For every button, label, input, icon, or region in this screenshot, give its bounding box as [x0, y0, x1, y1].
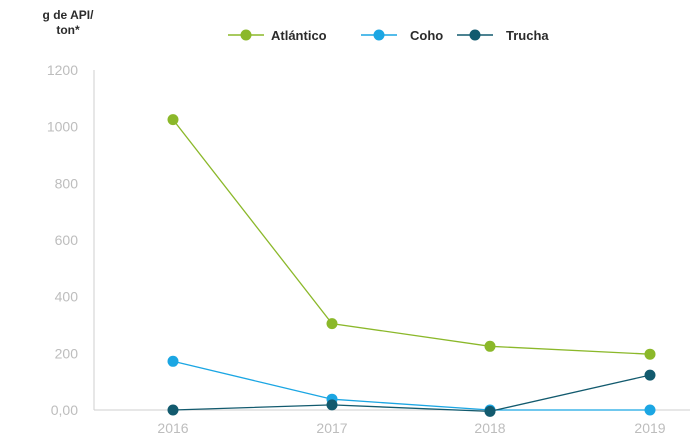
data-point: [644, 369, 656, 381]
y-axis-title-line-1: g de API/: [43, 8, 95, 22]
legend: Atlántico Coho Trucha: [228, 28, 549, 43]
legend-label: Coho: [410, 28, 443, 43]
y-tick-label: 400: [55, 289, 79, 305]
y-tick-label: 1000: [47, 119, 78, 135]
y-axis-title: g de API/ ton*: [43, 8, 95, 37]
data-point: [167, 114, 179, 126]
x-tick-label: 2016: [157, 420, 188, 433]
data-point: [167, 355, 179, 367]
y-tick-label: 800: [55, 175, 79, 191]
legend-label: Atlántico: [271, 28, 327, 43]
series-line: [172, 360, 650, 411]
series-line: [172, 374, 651, 413]
x-tick-labels: 2016 2017 2018 2019: [157, 420, 665, 433]
series-trucha: [167, 369, 656, 417]
axes: [93, 70, 690, 411]
y-tick-label: 1200: [47, 62, 78, 78]
x-tick-label: 2019: [634, 420, 665, 433]
data-point: [167, 404, 179, 416]
data-point: [326, 318, 338, 330]
legend-marker: [240, 29, 252, 41]
data-point: [326, 399, 338, 411]
legend-item: Trucha: [457, 28, 549, 43]
data-point: [484, 340, 496, 352]
x-tick-label: 2017: [316, 420, 347, 433]
series-atlantico: [167, 114, 656, 360]
data-point: [484, 405, 496, 417]
y-tick-label: 200: [55, 345, 79, 361]
x-tick-label: 2018: [474, 420, 505, 433]
legend-marker: [469, 29, 481, 41]
y-tick-labels: 0,00 200 400 600 800 1000 1200: [47, 62, 78, 418]
data-point: [644, 348, 656, 360]
y-axis-title-line-2: ton*: [56, 23, 80, 37]
legend-marker: [373, 29, 385, 41]
data-point: [644, 404, 656, 416]
y-tick-label: 600: [55, 232, 79, 248]
legend-label: Trucha: [506, 28, 549, 43]
series-coho: [167, 355, 656, 416]
legend-item: Atlántico: [228, 28, 327, 43]
series-line: [172, 119, 651, 355]
y-tick-label: 0,00: [51, 402, 78, 418]
series-group: [167, 114, 656, 417]
legend-item: Coho: [361, 28, 443, 43]
